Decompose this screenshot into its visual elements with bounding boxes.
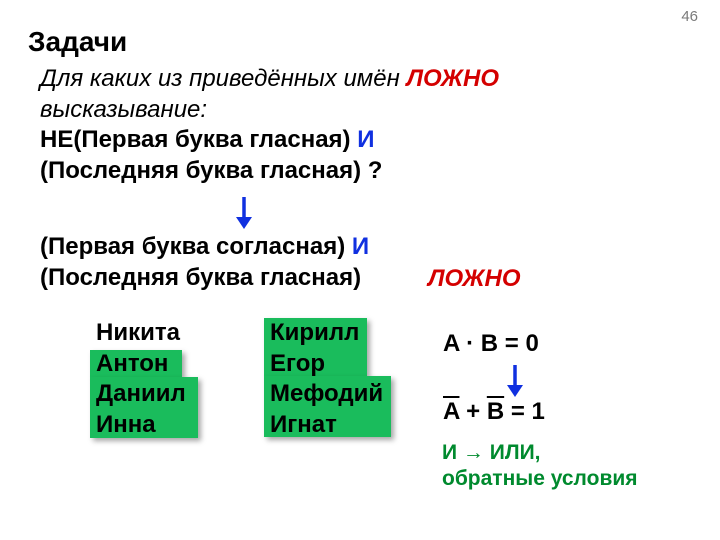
q-line1-pre: Для каких из приведённых имён xyxy=(40,65,406,92)
f1-dot: · xyxy=(459,330,480,357)
f2-plus: + xyxy=(459,398,486,425)
f2-eq: = 1 xyxy=(504,398,545,425)
name-item: Мефодий xyxy=(264,379,389,410)
f1-b: B xyxy=(481,330,498,357)
names-area: Никита Антон Даниил Инна Кирилл Егор Меф… xyxy=(90,318,420,488)
names-column-1: Никита Антон Даниил Инна xyxy=(90,318,192,441)
page-title: Задачи xyxy=(28,26,127,58)
f1-a: A xyxy=(443,330,459,357)
rule-note: И → ИЛИ, обратные условия xyxy=(442,440,702,493)
name-item: Инна xyxy=(90,410,192,441)
restated-block: (Первая буква согласная) И (Последняя бу… xyxy=(40,232,420,293)
r-line1-pre: (Первая буква согласная) xyxy=(40,233,352,260)
question-block: Для каких из приведённых имён ЛОЖНО выск… xyxy=(40,64,660,187)
f2-b: B xyxy=(487,398,504,425)
name-item: Кирилл xyxy=(264,318,389,349)
q-line3-pre: НЕ(Первая буква гласная) xyxy=(40,126,357,153)
formula-ab-zero: A · B = 0 xyxy=(443,330,539,358)
false-label: ЛОЖНО xyxy=(428,265,521,293)
name-item: Даниил xyxy=(90,379,192,410)
name-item: Игнат xyxy=(264,410,389,441)
names-column-2: Кирилл Егор Мефодий Игнат xyxy=(264,318,389,441)
f1-eq: = 0 xyxy=(498,330,539,357)
r-line2: (Последняя буква гласная) xyxy=(40,264,361,291)
arrow-down-2 xyxy=(503,363,527,397)
q-line2: высказывание: xyxy=(40,96,207,123)
name-item: Никита xyxy=(90,318,192,349)
page-number: 46 xyxy=(681,8,698,25)
q-line4: (Последняя буква гласная) ? xyxy=(40,157,382,184)
q-line1-false: ЛОЖНО xyxy=(406,65,499,92)
arrow-down-1 xyxy=(232,195,256,229)
name-item: Антон xyxy=(90,349,192,380)
note-line2: обратные условия xyxy=(442,467,638,490)
q-line3-and: И xyxy=(357,126,374,153)
note-line1: И → ИЛИ, xyxy=(442,441,541,464)
r-line1-and: И xyxy=(352,233,369,260)
name-item: Егор xyxy=(264,349,389,380)
formula-ab-one: A + B = 1 xyxy=(443,398,545,426)
f2-a: A xyxy=(443,398,459,425)
